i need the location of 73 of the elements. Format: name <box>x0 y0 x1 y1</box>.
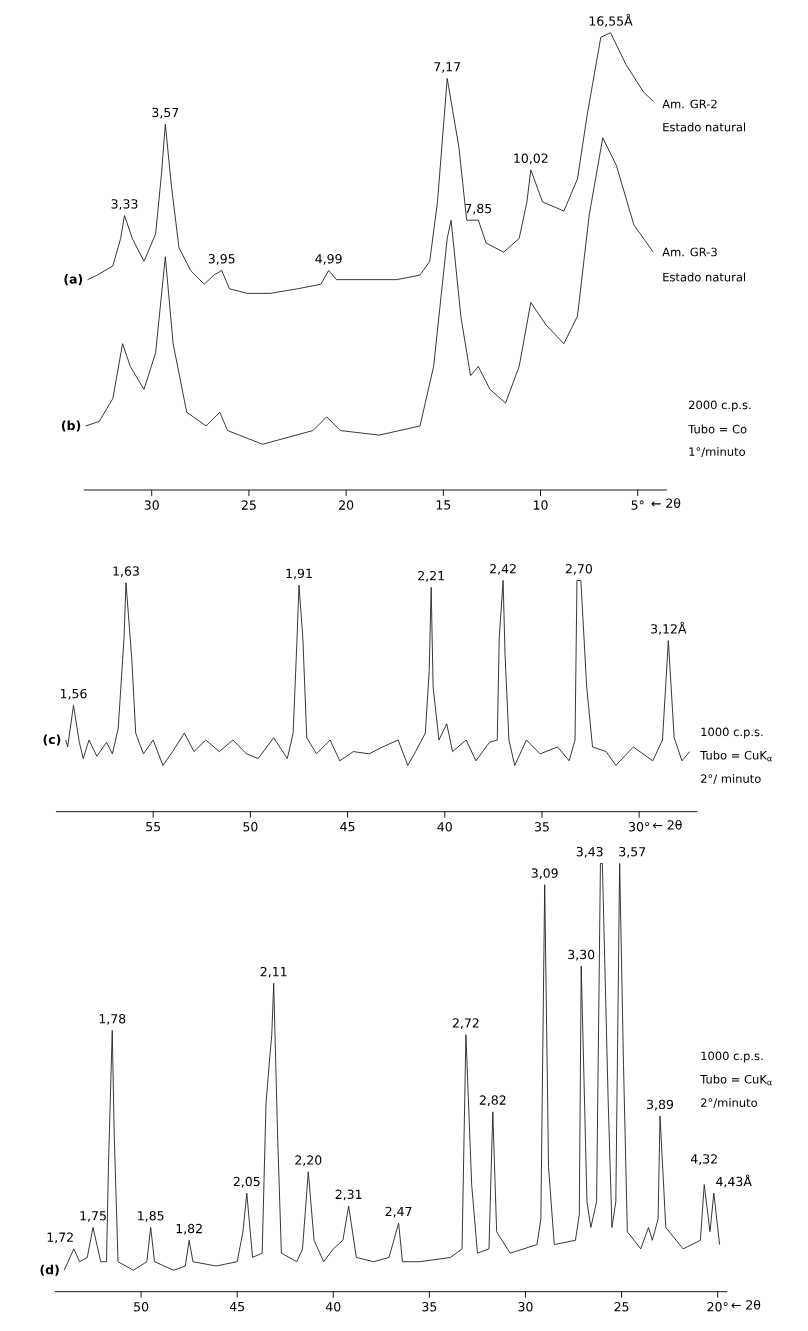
x-axis-title: ← 2θ <box>652 819 682 830</box>
text: Tubo = CuK$_{α}$ <box>700 750 772 762</box>
series-label: (c) <box>43 734 61 746</box>
x-tick-label: 45 <box>340 822 355 832</box>
annotation: 3,30 <box>568 949 595 961</box>
annotation: 2°/minuto <box>701 1098 758 1108</box>
text: 1000 c.p.s. <box>701 727 763 739</box>
x-tick-label: 20 <box>339 500 354 510</box>
annotation: Am. GR-2 <box>662 99 717 109</box>
x-tick-label: 30 <box>144 500 159 510</box>
x-tick-label: 20° <box>707 1302 728 1312</box>
annotation: 2,20 <box>295 1155 322 1167</box>
annotation: 3,12Å <box>651 621 687 635</box>
annotation: 7,85 <box>465 203 492 215</box>
annotation: Tubo = CuK$_{α}$ <box>700 1074 772 1086</box>
text: 1°/minuto <box>689 447 746 457</box>
x-tick-label: 35 <box>534 822 549 832</box>
x-tick-label: 10 <box>533 500 548 510</box>
annotation: 3,95 <box>208 254 235 265</box>
x-tick-label: 40 <box>437 822 452 832</box>
text: 2°/ minuto <box>701 774 761 784</box>
annotation: 4,43Å <box>716 1174 752 1188</box>
series-label: (d) <box>40 1264 59 1276</box>
annotation: 1,63 <box>113 566 139 578</box>
annotation: 2,70 <box>565 564 592 575</box>
annotation: 2,82 <box>479 1095 506 1107</box>
annotation: 1,78 <box>99 1013 126 1025</box>
annotation: 1,91 <box>286 568 312 580</box>
annotation: 1000 c.p.s. <box>701 1051 763 1063</box>
annotation: 2,21 <box>418 570 444 582</box>
annotation: 3,57 <box>152 107 179 119</box>
x-tick-label: 55 <box>146 822 161 832</box>
x-tick-label: 15 <box>436 500 451 510</box>
annotation: 10,02 <box>514 153 548 165</box>
x-tick-label: 30 <box>518 1302 533 1312</box>
annotation: 2,05 <box>233 1176 260 1188</box>
x-tick-label: 50 <box>134 1302 149 1312</box>
annotation: 1,56 <box>60 688 87 700</box>
text: 2000 c.p.s. <box>689 400 751 412</box>
annotation: 4,32 <box>690 1154 717 1165</box>
annotation: 2,31 <box>335 1189 362 1201</box>
annotation: Am. GR-3 <box>662 247 717 257</box>
annotation: 3,57 <box>619 846 646 858</box>
annotation: 4,99 <box>315 254 342 265</box>
x-tick-label: 45 <box>229 1302 245 1312</box>
x-tick-label: 25 <box>241 500 256 510</box>
x-tick-label: 40 <box>325 1302 341 1312</box>
annotation: 3,89 <box>647 1099 674 1111</box>
annotation: 2,47 <box>385 1206 412 1218</box>
x-tick-label: 25 <box>614 1302 629 1312</box>
x-axis-title: ← 2θ <box>651 498 681 508</box>
annotation: 1,75 <box>80 1211 106 1222</box>
annotation: 3,09 <box>531 868 558 880</box>
x-tick-label: 35 <box>422 1302 437 1312</box>
annotation: 2,42 <box>490 564 516 575</box>
annotation: Estado natural <box>663 122 746 132</box>
text: Tubo = Co <box>688 424 747 434</box>
annotation: 7,17 <box>434 62 461 73</box>
annotation: 1,82 <box>176 1223 202 1235</box>
annotation: 3,33 <box>111 199 138 210</box>
annotation: 3,43 <box>576 846 603 858</box>
annotation: 16,55Å <box>589 13 633 27</box>
annotation: 2,72 <box>452 1018 479 1030</box>
annotation: 1,85 <box>138 1211 164 1222</box>
annotation: 2,11 <box>260 966 287 978</box>
series-label: (b) <box>61 420 81 432</box>
x-tick-label: 50 <box>243 822 258 832</box>
series-label: (a) <box>64 274 83 286</box>
annotation: 1,72 <box>47 1232 73 1244</box>
x-axis-title: ← 2θ <box>731 1299 761 1310</box>
x-tick-label: 30° <box>629 822 650 832</box>
x-tick-label: 5° <box>631 500 644 510</box>
annotation: Estado natural <box>663 272 746 282</box>
